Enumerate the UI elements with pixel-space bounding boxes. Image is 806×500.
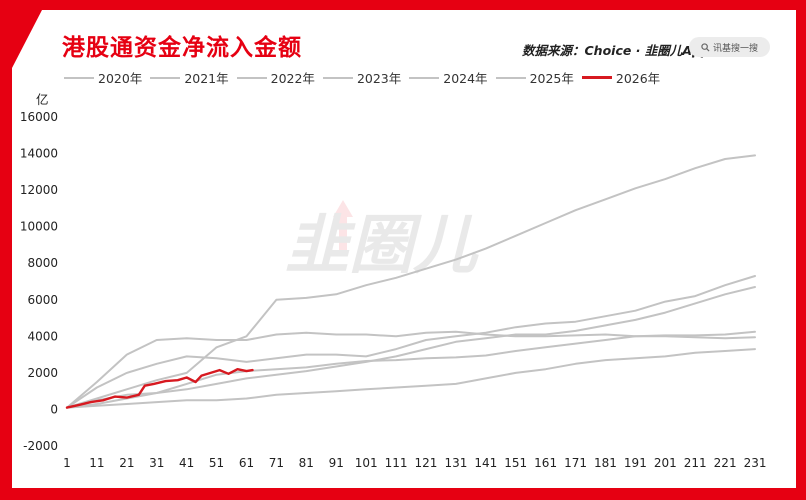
legend-swatch xyxy=(64,76,94,79)
legend-label: 2022年 xyxy=(270,71,315,86)
search-button[interactable]: 讯基搜一搜 xyxy=(689,37,770,57)
search-label: 讯基搜一搜 xyxy=(712,43,758,54)
x-tick-label: 171 xyxy=(564,456,587,470)
x-tick-label: 1 xyxy=(63,456,71,470)
x-tick-label: 111 xyxy=(385,456,408,470)
series-line-2020年 xyxy=(66,330,756,409)
x-tick-label: 11 xyxy=(89,456,104,470)
legend-item: 2023年 xyxy=(322,68,402,87)
x-tick-label: 61 xyxy=(239,456,254,470)
x-tick-label: 211 xyxy=(684,456,707,470)
watermark-text: 韭圈儿 xyxy=(285,209,479,275)
x-tick-label: 21 xyxy=(119,456,134,470)
corner-accent xyxy=(12,10,42,68)
x-tick-label: 71 xyxy=(269,456,284,470)
legend-swatch xyxy=(150,76,181,79)
legend-item: 2022年 xyxy=(236,68,315,87)
series-line-2022年 xyxy=(66,286,756,409)
x-tick-label: 31 xyxy=(149,456,164,470)
x-tick-label: 131 xyxy=(444,456,467,470)
series-line-2025年 xyxy=(66,154,756,409)
x-tick-label: 181 xyxy=(594,456,617,470)
legend-swatch xyxy=(236,76,267,79)
series-line-2024年 xyxy=(66,348,756,409)
legend-item: 2021年 xyxy=(150,68,229,87)
legend-swatch xyxy=(322,76,353,79)
x-tick-label: 141 xyxy=(474,456,497,470)
x-tick-label: 231 xyxy=(744,456,767,470)
series-line-2026年 xyxy=(65,368,254,409)
y-tick-label: 4000 xyxy=(27,329,58,343)
x-tick-label: 201 xyxy=(654,456,677,470)
unit-label: 亿 xyxy=(36,92,49,107)
x-tick-label: 101 xyxy=(355,456,378,470)
legend-label: 2026年 xyxy=(615,71,661,86)
legend-swatch xyxy=(581,76,612,79)
chart-card xyxy=(12,10,796,488)
y-tick-label: 14000 xyxy=(20,147,58,161)
x-tick-label: 51 xyxy=(209,456,224,470)
y-tick-label: 2000 xyxy=(27,366,58,380)
x-tick-label: 121 xyxy=(415,456,438,470)
y-tick-label: 6000 xyxy=(27,293,58,307)
legend-item: 2026年 xyxy=(581,68,661,87)
series-line-2021年 xyxy=(66,330,756,409)
y-tick-label: 8000 xyxy=(27,256,58,270)
y-tick-label: 0 xyxy=(50,402,58,416)
legend-label: 2023年 xyxy=(356,71,402,86)
legend-label: 2024年 xyxy=(443,71,488,86)
watermark-logo: 韭圈儿 xyxy=(285,200,479,275)
legend-item: 2020年 xyxy=(64,68,142,87)
chart-legend: 2020年 2021年 2022年 2023年 2024年 2025年 2026年 xyxy=(64,68,668,87)
legend-item: 2024年 xyxy=(409,68,488,87)
legend-label: 2021年 xyxy=(184,71,229,86)
chart-title: 港股通资金净流入金额 xyxy=(62,35,302,61)
x-tick-label: 161 xyxy=(534,456,557,470)
x-tick-label: 41 xyxy=(179,456,194,470)
y-tick-label: -2000 xyxy=(23,439,58,453)
y-tick-label: 12000 xyxy=(20,183,58,197)
series-line-2023年 xyxy=(66,275,756,409)
legend-label: 2020年 xyxy=(98,71,143,86)
x-tick-label: 91 xyxy=(329,456,344,470)
legend-label: 2025年 xyxy=(529,71,574,86)
legend-item: 2025年 xyxy=(495,68,574,87)
legend-swatch xyxy=(409,76,440,79)
y-tick-label: 16000 xyxy=(20,110,58,124)
y-tick-label: 10000 xyxy=(20,220,58,234)
legend-swatch xyxy=(495,76,526,79)
search-icon xyxy=(701,42,710,52)
data-source: 数据来源：Choice · 韭圈儿App xyxy=(522,43,710,58)
x-tick-label: 81 xyxy=(299,456,314,470)
x-tick-label: 151 xyxy=(504,456,527,470)
x-tick-label: 191 xyxy=(624,456,647,470)
x-tick-label: 221 xyxy=(714,456,737,470)
